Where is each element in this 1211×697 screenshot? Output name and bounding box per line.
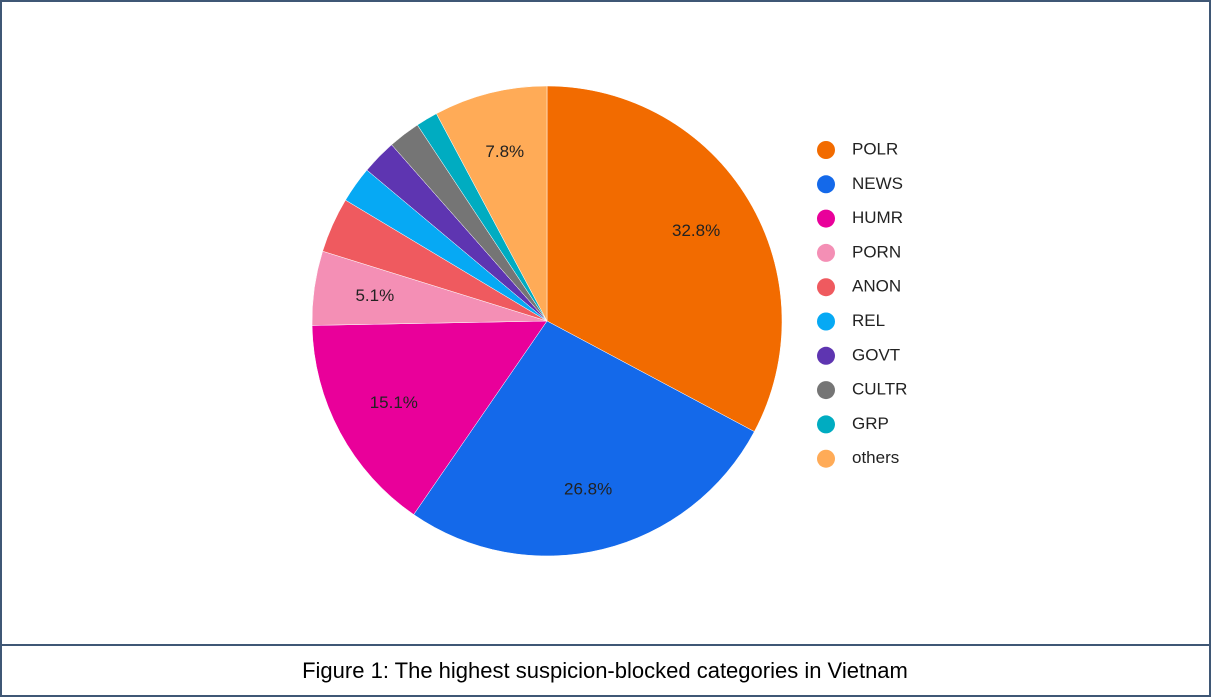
legend-swatch (817, 346, 835, 365)
legend-label: CULTR (852, 380, 907, 399)
slice-label: 15.1% (370, 393, 418, 412)
legend-label: HUMR (852, 208, 903, 227)
legend-label: PORN (852, 242, 901, 261)
legend-swatch (817, 381, 835, 400)
slice-label: 5.1% (355, 286, 394, 305)
caption: Figure 1: The highest suspicion-blocked … (302, 658, 908, 683)
slice-label: 32.8% (672, 221, 720, 240)
pie-slice (311, 320, 548, 515)
legend-label: POLR (852, 139, 898, 158)
legend-label: GOVT (852, 345, 900, 364)
legend-swatch (817, 175, 835, 194)
pie-slice (436, 85, 548, 322)
pie-slice (546, 85, 783, 432)
legend-label: others (852, 448, 899, 467)
legend-swatch (817, 141, 835, 159)
legend-label: REL (852, 311, 885, 330)
legend-swatch (817, 243, 835, 262)
legend-swatch (817, 312, 835, 331)
pie-slice (413, 320, 755, 557)
legend-swatch (817, 415, 835, 434)
legend-swatch (817, 449, 835, 468)
slice-label: 7.8% (485, 142, 524, 161)
legend-swatch (817, 209, 835, 228)
legend-label: GRP (852, 414, 889, 433)
slice-label: 26.8% (564, 479, 612, 498)
legend-swatch (817, 278, 835, 297)
legend-label: ANON (852, 277, 901, 296)
legend-label: NEWS (852, 174, 903, 193)
